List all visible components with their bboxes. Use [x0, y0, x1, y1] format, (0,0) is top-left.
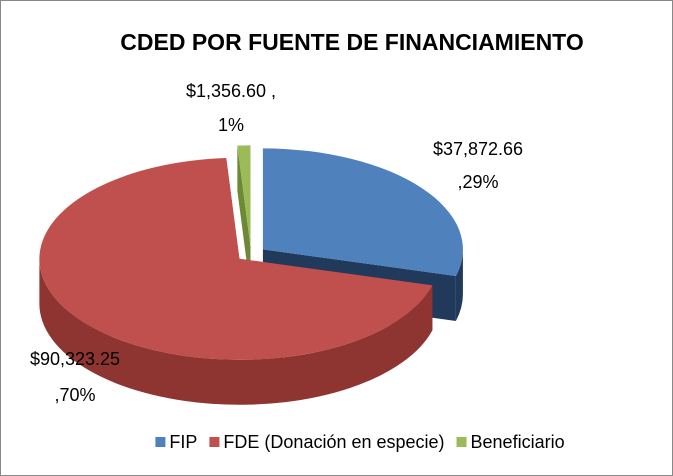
slice-side [39, 258, 433, 405]
slice-face [237, 145, 251, 292]
slice [237, 145, 251, 247]
legend-label: FIP [169, 432, 197, 452]
slice [39, 158, 433, 360]
data-label: $90,323.25 [30, 349, 120, 369]
legend-swatch [456, 437, 467, 447]
chart-title: CDED POR FUENTE DE FINANCIAMIENTO [120, 29, 583, 55]
data-label: $1,356.60 , [186, 81, 276, 101]
legend-label: FDE (Donación en especie) [223, 432, 444, 452]
data-label: ,29% [457, 172, 498, 192]
data-label: ,70% [54, 385, 95, 405]
slice [262, 148, 463, 276]
legend-swatch [155, 437, 166, 447]
legend-label: Beneficiario [471, 432, 565, 452]
data-label: $37,872.66 [433, 139, 523, 159]
legend-swatch [209, 437, 220, 447]
slice-side [455, 249, 463, 321]
data-label: 1% [218, 115, 244, 135]
